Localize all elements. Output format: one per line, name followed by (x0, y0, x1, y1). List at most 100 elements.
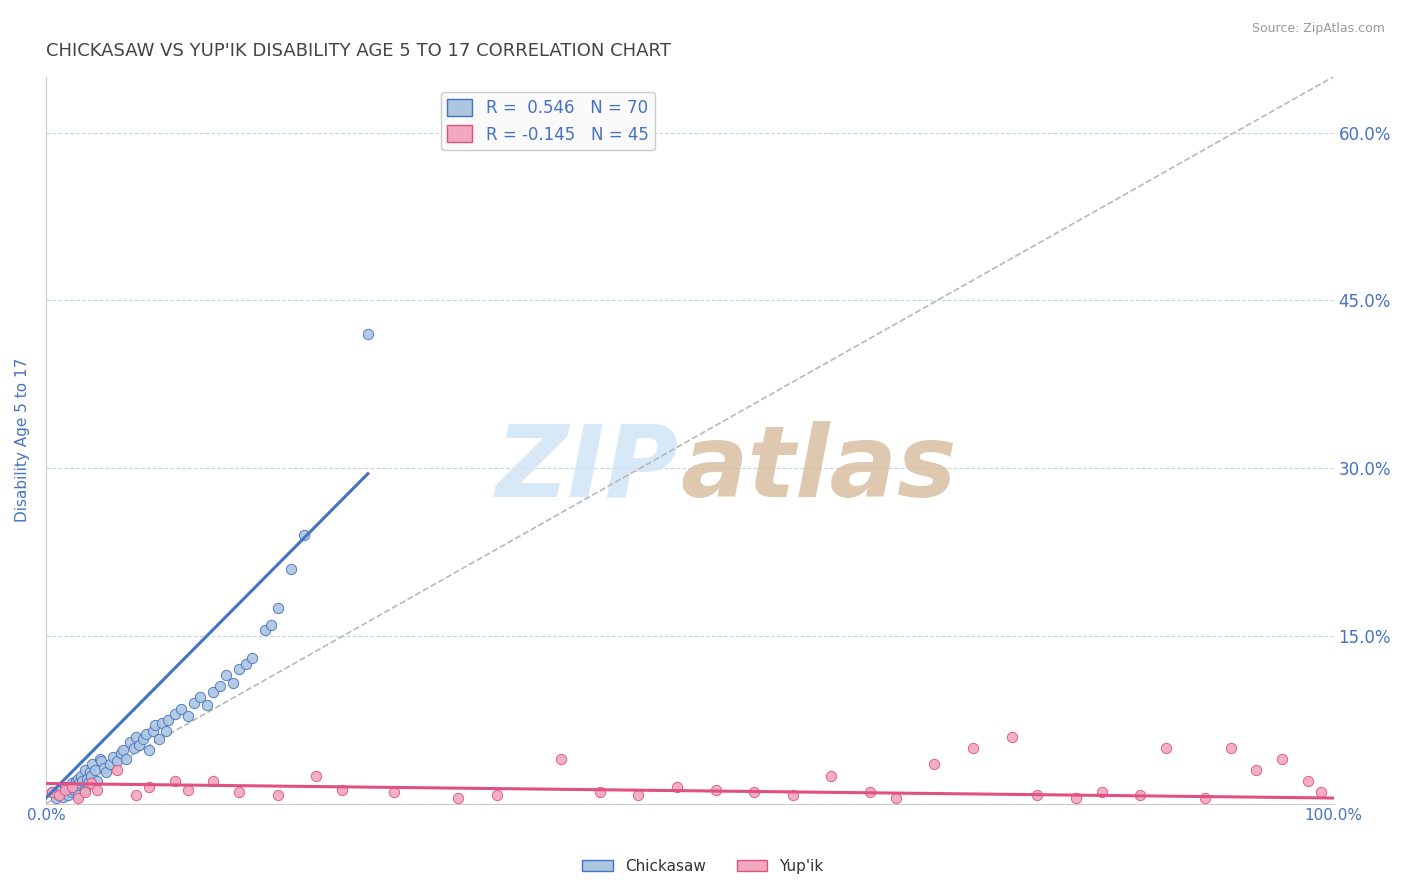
Point (228, 785, 250, 799)
Point (155, 723, 177, 738)
Point (79, 765, 101, 780)
Point (215, 668, 238, 682)
Point (190, 690, 212, 705)
Point (41, 785, 63, 799)
Point (86, 783, 108, 797)
Point (52, 789, 75, 804)
Point (859, 785, 882, 799)
Point (962, 740, 984, 755)
Point (330, 783, 353, 797)
Point (98, 757, 121, 772)
Point (82, 757, 104, 772)
Point (183, 696, 205, 710)
Point (55, 785, 77, 799)
Point (69, 776, 91, 790)
Point (135, 727, 157, 741)
Point (148, 731, 170, 746)
Point (48, 788, 70, 802)
Point (163, 707, 186, 722)
Point (280, 562, 302, 576)
Point (176, 783, 198, 797)
Point (73, 763, 96, 777)
Point (67, 788, 90, 802)
Point (228, 662, 250, 676)
Point (1309, 785, 1331, 799)
Point (382, 785, 405, 799)
Point (56, 788, 79, 802)
Point (782, 788, 804, 802)
Point (80, 776, 103, 790)
Point (145, 718, 167, 732)
Text: atlas: atlas (681, 421, 957, 517)
Point (60, 785, 83, 799)
Point (114, 752, 136, 766)
Text: Source: ZipAtlas.com: Source: ZipAtlas.com (1251, 22, 1385, 36)
Point (60, 780, 83, 794)
Point (589, 785, 612, 799)
Point (292, 528, 315, 542)
Point (73, 783, 96, 797)
Point (89, 752, 111, 766)
Point (118, 735, 141, 749)
Point (704, 783, 727, 797)
Point (1091, 785, 1114, 799)
Point (235, 657, 257, 671)
Point (110, 746, 132, 760)
Point (195, 698, 218, 713)
Point (550, 752, 572, 766)
Point (884, 791, 907, 805)
Point (253, 624, 276, 638)
Point (65, 774, 87, 789)
Text: CHICKASAW VS YUP'IK DISABILITY AGE 5 TO 17 CORRELATION CHART: CHICKASAW VS YUP'IK DISABILITY AGE 5 TO … (46, 42, 671, 60)
Point (1296, 774, 1319, 789)
Point (58, 782, 80, 797)
Point (76, 772, 98, 786)
Point (208, 679, 231, 693)
Point (67, 791, 90, 805)
Point (627, 788, 650, 802)
Text: ZIP: ZIP (495, 421, 678, 517)
Point (41, 785, 63, 799)
Point (1026, 788, 1049, 802)
Point (51, 783, 73, 797)
Point (131, 731, 153, 746)
Point (80, 769, 103, 783)
Point (665, 780, 688, 794)
Point (1219, 740, 1241, 755)
Point (53, 783, 76, 797)
Point (77, 776, 100, 790)
Point (1064, 791, 1087, 805)
Point (86, 774, 108, 789)
Point (101, 749, 124, 764)
Point (1129, 788, 1152, 802)
Point (157, 713, 180, 727)
Point (267, 788, 290, 802)
Point (305, 769, 328, 783)
Point (142, 723, 165, 738)
Point (67, 772, 90, 786)
Point (260, 617, 283, 632)
Point (742, 785, 765, 799)
Point (820, 769, 842, 783)
Point (1001, 730, 1024, 744)
Point (357, 326, 380, 341)
Point (924, 757, 946, 772)
Point (66, 780, 89, 794)
Point (105, 763, 128, 777)
Point (125, 788, 148, 802)
Point (53, 780, 76, 794)
Point (202, 685, 225, 699)
Point (69, 769, 91, 783)
Point (447, 791, 470, 805)
Point (221, 675, 243, 690)
Point (60, 776, 83, 790)
Point (105, 754, 128, 768)
Point (83, 763, 105, 777)
Point (122, 740, 145, 755)
Point (138, 743, 160, 757)
Point (150, 716, 173, 731)
Point (176, 709, 198, 723)
Point (485, 788, 508, 802)
Point (1246, 763, 1268, 777)
Point (163, 774, 186, 789)
